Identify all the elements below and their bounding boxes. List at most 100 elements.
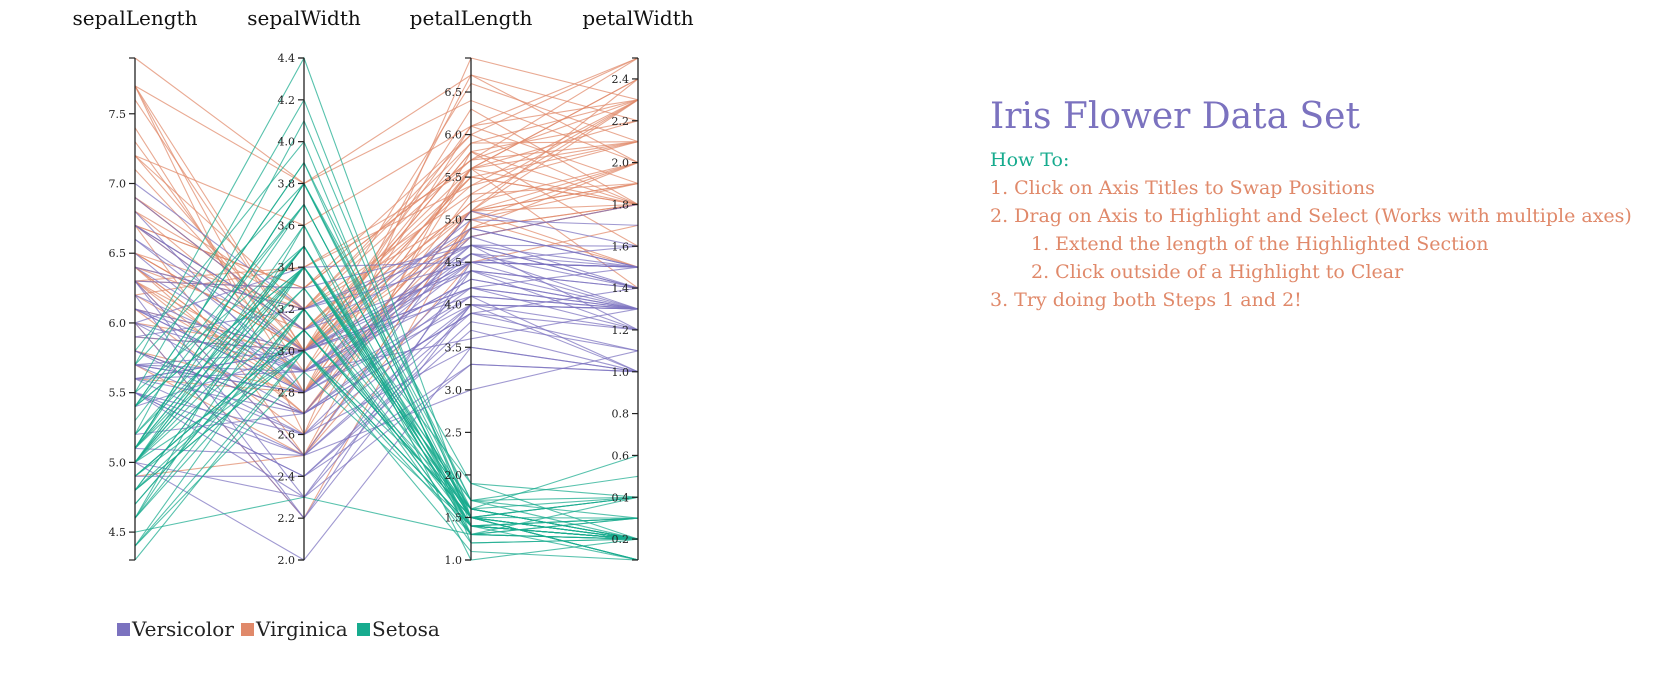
tick-label: 1.5: [445, 511, 463, 524]
axis-sepalWidth[interactable]: 2.0 2.2 2.4 2.6 2.8 3.0 3.2 3.4 3.6 3.8 4.0 4.2 4.4 s…: [247, 6, 361, 567]
series-line-versicolor-32: [134, 312, 639, 415]
series-line-virginica-22: [134, 74, 639, 394]
axis-title-sepalWidth[interactable]: sepalWidth: [247, 6, 361, 30]
tick-label: 5.5: [445, 171, 463, 184]
legend-swatch: [357, 623, 370, 636]
tick-label: 2.4: [612, 73, 630, 86]
series-line-setosa-43: [134, 245, 639, 510]
tick-label: 0.8: [612, 408, 630, 421]
legend-swatch: [241, 623, 254, 636]
step-2-sub-2: 2. Click outside of a Highlight to Clear: [1031, 261, 1404, 283]
series-line-versicolor-20: [134, 203, 639, 338]
series-line-virginica-48: [134, 99, 639, 296]
tick-label: 6.0: [445, 129, 463, 142]
axis-petalLength[interactable]: 1.0 1.5 2.0 2.5 3.0 3.5 4.0 4.5 5.0 5.5 6.0 6.5 peta…: [410, 6, 533, 567]
axis-title-petalWidth[interactable]: petalWidth: [582, 6, 693, 30]
axis-title-sepalLength[interactable]: sepalLength: [73, 6, 198, 30]
tick-label: 2.6: [278, 429, 296, 442]
tick-label: 3.4: [278, 261, 296, 274]
tick-label: 1.6: [612, 240, 630, 253]
info-panel: Iris Flower Data Set How To: 1. Click on…: [990, 96, 1650, 317]
tick-label: 6.0: [109, 317, 127, 330]
tick-label: 6.5: [109, 247, 127, 260]
series-line-virginica-25: [134, 133, 639, 310]
tick-label: 4.0: [445, 299, 463, 312]
howto-heading: How To:: [990, 149, 1070, 171]
step-3: 3. Try doing both Steps 1 and 2!: [990, 289, 1302, 311]
series-line-virginica-37: [134, 176, 639, 331]
tick-label: 3.6: [278, 219, 296, 232]
series-line-virginica-9: [134, 57, 639, 226]
legend-label: Virginica: [255, 617, 348, 641]
tick-label: 3.8: [278, 178, 296, 191]
tick-label: 7.5: [109, 108, 127, 121]
series-line-virginica-44: [134, 57, 639, 289]
series-line-versicolor-43: [134, 363, 639, 498]
series-line-versicolor-31: [134, 329, 639, 477]
tick-label: 2.0: [612, 157, 630, 170]
legend-label: Versicolor: [131, 617, 234, 641]
tick-label: 0.6: [612, 449, 630, 462]
tick-label: 1.8: [612, 198, 630, 211]
tick-label: 2.8: [278, 387, 296, 400]
tick-label: 7.0: [109, 178, 127, 191]
axis-petalWidth[interactable]: 0.2 0.4 0.6 0.8 1.0 1.2 1.4 1.6 1.8 2.0 2.2 2.4 peta…: [582, 6, 694, 561]
series-line-setosa-16: [134, 161, 639, 536]
tick-label: 2.2: [612, 115, 630, 128]
series-line-virginica-31: [134, 57, 639, 185]
tick-label: 2.0: [445, 469, 463, 482]
series-line-setosa-46: [134, 182, 639, 540]
step-1: 1. Click on Axis Titles to Swap Position…: [990, 177, 1375, 199]
series-line-setosa-24: [134, 266, 639, 540]
axis-sepalLength[interactable]: 4.5 5.0 5.5 6.0 6.5 7.0 7.5 sepalLength: [73, 6, 198, 561]
tick-label: 3.5: [445, 341, 463, 354]
series-lines: [134, 56, 639, 561]
tick-label: 0.2: [612, 533, 630, 546]
legend-item-setosa: Setosa: [357, 617, 440, 641]
axis-title-petalLength[interactable]: petalLength: [410, 6, 533, 30]
tick-label: 1.4: [612, 282, 630, 295]
tick-label: 5.0: [109, 456, 127, 469]
tick-label: 4.5: [109, 526, 127, 539]
series-line-setosa-26: [134, 266, 639, 510]
series-line-versicolor-47: [134, 278, 639, 373]
page-title: Iris Flower Data Set: [990, 96, 1360, 137]
tick-label: 1.0: [612, 366, 630, 379]
tick-label: 1.0: [445, 554, 463, 567]
tick-label: 5.5: [109, 387, 127, 400]
tick-label: 4.0: [278, 136, 296, 149]
legend-item-versicolor: Versicolor: [117, 617, 234, 641]
step-2-sub-1: 1. Extend the length of the Highlighted …: [1031, 233, 1489, 255]
tick-label: 4.2: [278, 94, 296, 107]
series-line-setosa-45: [134, 350, 639, 527]
series-line-setosa-48: [134, 203, 639, 540]
series-line-virginica-29: [134, 150, 639, 352]
series-line-virginica-17: [134, 74, 639, 185]
axes: 4.55.05.56.06.57.07.5sepalLength2.02.22.…: [73, 6, 694, 567]
tick-label: 3.2: [278, 303, 296, 316]
legend-label: Setosa: [372, 617, 440, 641]
step-2: 2. Drag on Axis to Highlight and Select …: [990, 205, 1632, 227]
legend-item-virginica: Virginica: [241, 617, 348, 641]
tick-label: 1.2: [612, 324, 630, 337]
tick-label: 2.4: [278, 470, 296, 483]
series-line-setosa-35: [134, 308, 639, 544]
tick-label: 3.0: [445, 384, 463, 397]
series-line-versicolor-35: [134, 245, 639, 324]
tick-label: 2.0: [278, 554, 296, 567]
series-line-versicolor-41: [134, 253, 639, 352]
series-line-setosa-37: [134, 329, 639, 561]
series-line-setosa-42: [134, 308, 639, 547]
series-line-setosa-49: [134, 287, 639, 540]
tick-label: 2.2: [278, 512, 296, 525]
parallel-coordinates-chart[interactable]: 4.55.05.56.06.57.07.5sepalLength2.02.22.…: [0, 0, 960, 683]
series-line-setosa-23: [134, 287, 639, 502]
series-line-virginica-35: [134, 85, 639, 352]
series-line-setosa-3: [134, 329, 639, 540]
series-line-versicolor-26: [134, 211, 639, 394]
series-line-setosa-41: [134, 496, 639, 536]
tick-label: 4.4: [278, 52, 296, 65]
series-line-setosa-18: [134, 182, 639, 519]
legend-swatch: [117, 623, 130, 636]
tick-label: 3.0: [278, 345, 296, 358]
